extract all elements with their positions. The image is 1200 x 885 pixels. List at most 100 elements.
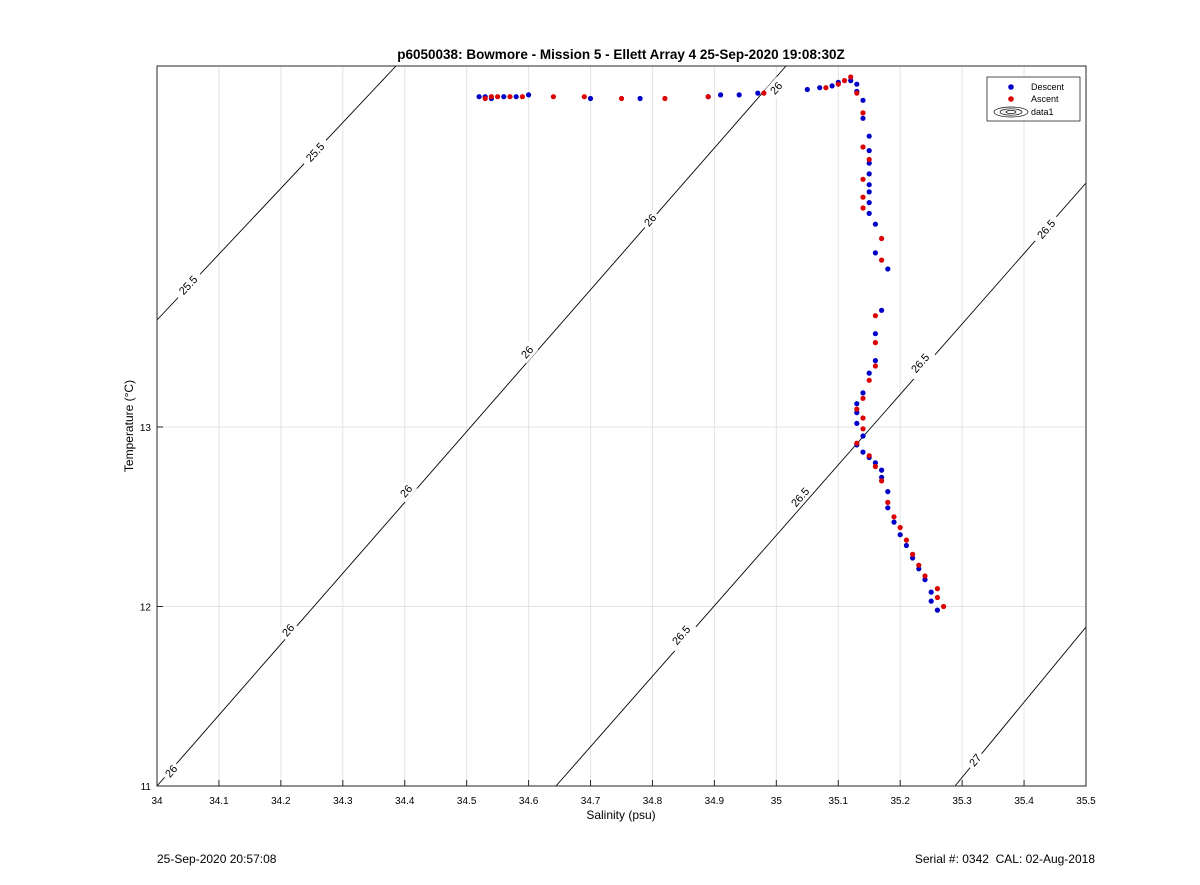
x-tick-label: 35.5 xyxy=(1076,796,1096,807)
legend-ascent-label: Ascent xyxy=(1031,94,1059,104)
contour-label-bg xyxy=(159,759,183,783)
data-point-descent xyxy=(916,566,922,572)
data-point-ascent xyxy=(903,537,910,543)
data-point-descent xyxy=(879,474,885,480)
data-point-ascent xyxy=(618,95,625,102)
data-point-ascent xyxy=(934,594,941,601)
data-point-ascent xyxy=(879,235,885,242)
data-point-ascent xyxy=(854,440,860,446)
y-axis-label: Temperature (°C) xyxy=(122,380,136,472)
y-axis-ticks: 11 12 13 xyxy=(140,423,163,793)
data-point-descent xyxy=(866,200,872,206)
contour-label: 26 xyxy=(515,340,539,364)
data-point-descent xyxy=(817,85,823,91)
data-point-descent xyxy=(872,221,879,227)
x-tick-label: 35.2 xyxy=(890,796,910,807)
data-point-ascent xyxy=(860,205,866,211)
x-tick-label: 34.8 xyxy=(643,796,663,807)
data-point-descent xyxy=(885,489,891,495)
x-tick-label: 35.4 xyxy=(1014,796,1034,807)
data-point-descent xyxy=(866,370,872,376)
x-tick-label: 35 xyxy=(771,796,783,807)
data-point-ascent xyxy=(941,603,947,610)
y-tick-label: 12 xyxy=(140,603,152,614)
data-point-descent xyxy=(879,307,885,313)
data-point-ascent xyxy=(879,478,885,484)
contour-label-bg xyxy=(1030,212,1062,246)
data-point-ascent xyxy=(910,551,916,558)
data-point-ascent xyxy=(823,85,829,91)
data-point-descent xyxy=(897,532,903,538)
x-tick-label: 34.5 xyxy=(457,796,477,807)
data-point-ascent xyxy=(854,90,860,96)
data-point-ascent xyxy=(860,110,866,116)
contour-label-bg xyxy=(171,268,205,302)
legend-data1-label: data1 xyxy=(1031,107,1054,117)
data-point-descent xyxy=(872,358,879,364)
data-point-descent xyxy=(910,555,916,561)
chart-title: p6050038: Bowmore - Mission 5 - Ellett A… xyxy=(397,47,844,62)
contour-label: 26.5 xyxy=(904,346,936,380)
data-point-ascent xyxy=(761,90,767,96)
x-tick-label: 34 xyxy=(151,796,163,807)
data-point-descent xyxy=(903,542,910,549)
x-tick-label: 34.3 xyxy=(333,796,353,807)
contour-label: 26 xyxy=(394,479,418,503)
data-point-ascent xyxy=(866,156,872,163)
data-point-descent xyxy=(718,92,724,98)
x-tick-label: 34.6 xyxy=(519,796,539,807)
data-point-ascent xyxy=(482,95,488,102)
data-point-descent xyxy=(872,250,879,256)
data-point-ascent xyxy=(550,94,557,100)
contour-label: 26.5 xyxy=(665,618,697,652)
data-point-descent xyxy=(891,519,897,525)
data-point-descent xyxy=(872,331,879,337)
data-point-ascent xyxy=(872,363,879,369)
data-point-ascent xyxy=(872,340,879,346)
data-point-ascent xyxy=(860,415,866,421)
data-point-ascent xyxy=(872,313,879,319)
contour-icon xyxy=(993,106,1029,118)
x-tick-label: 35.3 xyxy=(952,796,972,807)
data-point-ascent xyxy=(866,377,872,383)
data-point-descent xyxy=(866,160,872,166)
data-point-descent xyxy=(885,266,891,272)
x-tick-label: 34.7 xyxy=(581,796,601,807)
data-point-descent xyxy=(736,92,742,98)
data-point-descent xyxy=(866,210,872,216)
x-axis-label: Salinity (psu) xyxy=(586,808,655,822)
data-point-descent xyxy=(866,148,872,154)
data-point-descent xyxy=(866,182,872,188)
contour-label: 26 xyxy=(276,618,300,642)
isopycnal-line xyxy=(555,182,1087,787)
data-point-ascent xyxy=(872,463,879,470)
data-point-ascent xyxy=(581,94,587,100)
data-point-ascent xyxy=(885,499,891,505)
x-tick-label: 34.1 xyxy=(209,796,229,807)
data-point-descent xyxy=(587,95,594,102)
data-point-descent xyxy=(928,598,934,604)
data-point-descent xyxy=(928,589,934,595)
data-point-ascent xyxy=(488,94,494,100)
contour-label-bg xyxy=(665,618,697,652)
data-point-ascent xyxy=(507,94,513,100)
data-point-descent xyxy=(854,81,860,87)
serial-calibration: Serial #: 0342 CAL: 02-Aug-2018 xyxy=(914,852,1095,866)
axes-box xyxy=(156,65,1087,787)
data-point-descent xyxy=(526,92,532,98)
data-point-ascent xyxy=(854,406,860,412)
isopycnal-line xyxy=(156,65,787,787)
data-point-ascent xyxy=(866,453,872,459)
contour-label-bg xyxy=(276,618,300,642)
data-series xyxy=(476,74,947,613)
plot-timestamp: 25-Sep-2020 20:57:08 xyxy=(157,852,277,866)
legend-ascent-marker xyxy=(1008,96,1014,102)
contour-label-bg xyxy=(784,480,816,514)
data-point-descent xyxy=(476,94,482,100)
contour-label-bg xyxy=(638,208,662,232)
x-tick-label: 34.4 xyxy=(395,796,415,807)
data-point-ascent xyxy=(860,176,866,182)
x-tick-label: 34.2 xyxy=(271,796,291,807)
